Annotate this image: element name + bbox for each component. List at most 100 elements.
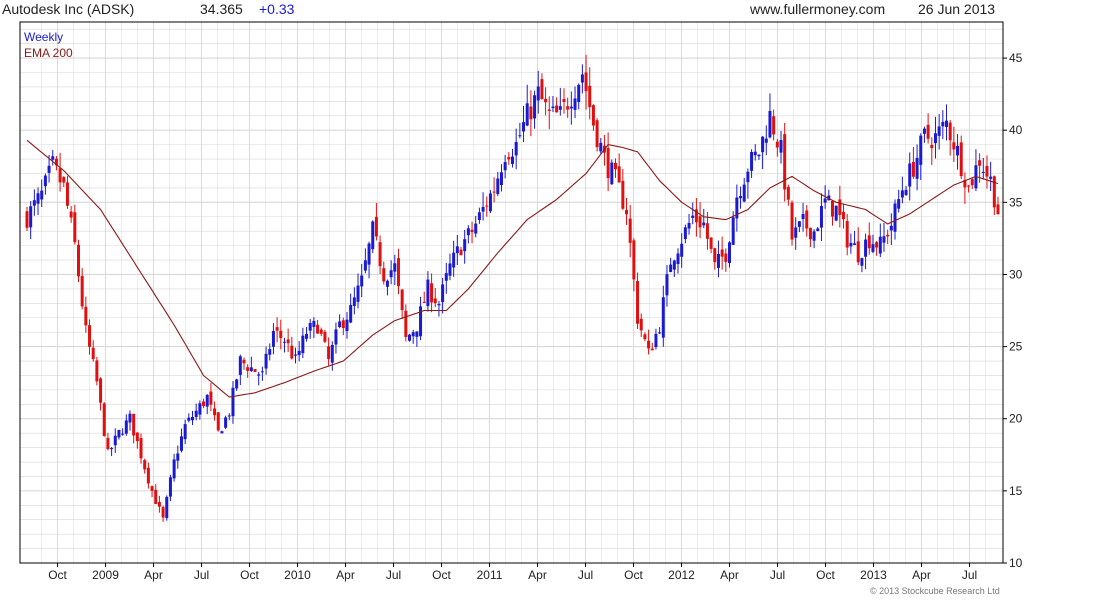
x-tick-label: Jul — [194, 568, 209, 582]
candle-body — [525, 103, 529, 126]
candle-body — [51, 156, 55, 160]
x-tick-label: Jul — [770, 568, 785, 582]
candle-body — [551, 106, 555, 109]
candle-body — [128, 413, 132, 423]
candle-body — [382, 268, 386, 282]
candle-body — [926, 124, 930, 139]
candle-body — [897, 199, 901, 209]
candle-body — [305, 333, 309, 339]
candle-body — [584, 72, 588, 92]
candle-body — [396, 258, 400, 287]
candle-body — [970, 179, 974, 186]
candle-body — [705, 223, 709, 239]
candle-body — [455, 246, 459, 254]
candle-body — [84, 306, 88, 326]
candle-body — [477, 212, 481, 220]
candle-body — [790, 202, 794, 240]
candle-body — [301, 335, 305, 354]
candle-body — [599, 142, 603, 152]
candle-body — [242, 359, 246, 364]
candle-body — [959, 142, 963, 177]
candle-body — [238, 356, 242, 375]
candle-body — [691, 215, 695, 218]
candle-body — [319, 329, 323, 334]
candle-body — [466, 228, 470, 236]
candle-body — [470, 229, 474, 233]
candle-body — [327, 346, 331, 360]
candle-body — [643, 334, 647, 340]
candle-body — [47, 165, 51, 173]
candle-body — [161, 507, 165, 518]
candle-body — [279, 330, 283, 339]
candle-body — [518, 135, 522, 137]
candle-body — [985, 165, 989, 177]
candle-body — [849, 242, 853, 247]
candle-body — [764, 138, 768, 143]
candle-body — [731, 217, 735, 245]
candle-body — [393, 263, 397, 272]
candle-body — [433, 298, 437, 304]
candle-body — [121, 433, 125, 435]
candle-body — [360, 275, 364, 287]
candle-body — [878, 236, 882, 254]
candle-body — [772, 116, 776, 135]
candle-body — [742, 184, 746, 202]
candle-body — [430, 283, 434, 303]
candle-body — [794, 227, 798, 238]
candle-body — [176, 453, 180, 461]
ema-200-line — [26, 139, 999, 398]
candle-body — [444, 273, 448, 281]
candle-body — [529, 106, 533, 120]
candle-body — [625, 210, 629, 215]
candle-body — [702, 222, 706, 226]
candle-body — [463, 239, 467, 252]
candle-body — [492, 191, 496, 193]
candle-body — [99, 378, 103, 403]
chart-date: 26 Jun 2013 — [918, 1, 996, 17]
candle-body — [621, 180, 625, 209]
candle-body — [172, 459, 176, 479]
candle-body — [154, 489, 158, 504]
candle-body — [911, 161, 915, 177]
candle-body — [838, 199, 842, 215]
candle-body — [522, 122, 526, 132]
legend-entry: EMA 200 — [24, 46, 73, 60]
candle-body — [933, 133, 937, 144]
candle-body — [672, 260, 676, 270]
candle-body — [823, 198, 827, 203]
candle-body — [775, 141, 779, 148]
candle-body — [996, 204, 1000, 215]
candle-body — [739, 196, 743, 199]
candle-body — [334, 329, 338, 345]
candle-body — [746, 171, 750, 183]
candle-body — [709, 237, 713, 249]
candle-body — [669, 264, 673, 273]
y-tick-label: 20 — [1009, 412, 1023, 426]
candles — [25, 54, 1000, 522]
candle-body — [547, 109, 551, 111]
candle-body — [694, 209, 698, 223]
y-tick-label: 45 — [1009, 51, 1023, 65]
candle-body — [426, 279, 430, 307]
candle-body — [687, 222, 691, 229]
candle-body — [797, 221, 801, 227]
candle-body — [566, 106, 570, 110]
candle-body — [371, 221, 375, 250]
candle-body — [908, 163, 912, 187]
candle-body — [761, 136, 765, 153]
website-link[interactable]: www.fullermoney.com — [750, 1, 886, 17]
candle-body — [275, 327, 279, 331]
candle-body — [264, 353, 268, 369]
candle-body — [437, 304, 441, 306]
candle-body — [422, 301, 426, 303]
candle-body — [32, 200, 36, 206]
candle-body — [658, 332, 662, 334]
candle-body — [963, 180, 967, 188]
candle-body — [499, 172, 503, 186]
candle-body — [992, 176, 996, 208]
candle-body — [735, 197, 739, 219]
candle-body — [819, 205, 823, 228]
candle-body — [110, 448, 114, 450]
candle-body — [875, 242, 879, 248]
